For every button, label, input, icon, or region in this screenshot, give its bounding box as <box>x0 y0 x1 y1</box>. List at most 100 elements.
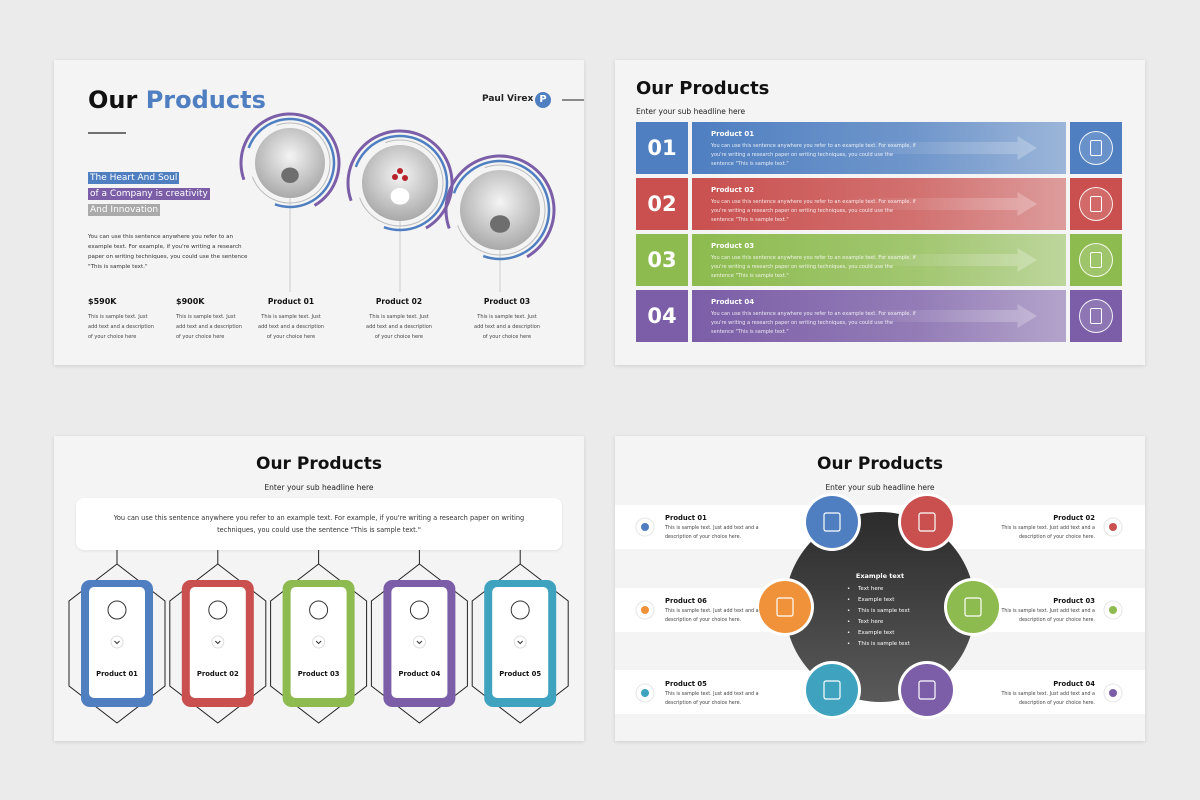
product-text: You can use this sentence anywhere you r… <box>711 143 916 167</box>
ring-arc <box>346 129 454 230</box>
icon <box>309 600 329 620</box>
dot <box>641 606 649 614</box>
product-name: Product 03 <box>297 670 340 678</box>
slide-title: Our Products <box>88 86 266 114</box>
product-name: Product 02 <box>196 670 239 678</box>
slide-graphics <box>88 99 584 292</box>
product-name: Product 03 <box>1053 597 1095 605</box>
author: Paul Virex <box>482 94 534 104</box>
product-text: This is sample text. Just add text and a… <box>665 526 759 540</box>
bullet: • <box>847 619 851 625</box>
icon-box <box>1070 178 1122 230</box>
hexagon-outline <box>68 563 166 724</box>
stat-value: $900K <box>176 297 205 306</box>
icon-glyph <box>1090 196 1102 212</box>
ring-arc <box>359 139 444 227</box>
center-item: Text here <box>858 586 884 592</box>
product-text: You can use this sentence anywhere you r… <box>711 255 916 279</box>
headline-line: of a Company is creativity <box>88 188 210 200</box>
chevron-button <box>513 635 527 649</box>
slide-title: Our Products <box>636 78 770 99</box>
slide-graphics <box>635 493 1123 719</box>
product-name: Product 05 <box>665 680 707 688</box>
product-band: Product 04 You can use this sentence anyw… <box>692 290 1066 342</box>
center-disc <box>785 512 975 702</box>
product-text: You can use this sentence anywhere you r… <box>711 311 916 335</box>
number-box: 02 <box>636 178 688 230</box>
product-name: Product 04 <box>1053 680 1095 688</box>
node <box>901 496 953 548</box>
product-name: Product 02 <box>375 297 423 306</box>
chevron-button <box>110 635 124 649</box>
slide-graphics <box>68 550 569 724</box>
node-icon <box>964 597 982 617</box>
slide: Our Products Enter your sub headline here… <box>54 436 584 741</box>
node <box>759 581 811 633</box>
product-text: This is sample text. Just add text and a… <box>1001 692 1095 706</box>
icon <box>107 600 127 620</box>
hexagon-outline <box>471 563 569 724</box>
node-icon <box>776 597 794 617</box>
icon <box>1079 131 1113 165</box>
chevron <box>114 640 120 645</box>
chevron <box>214 640 221 645</box>
product-text: This is sample text. Just add text and a… <box>665 609 759 623</box>
ring-arc <box>354 134 449 232</box>
hexagon-outline <box>370 563 468 724</box>
product-text: This is sample text. Just add text and a… <box>258 314 324 340</box>
slide: Our Products Enter your sub headline here… <box>615 436 1145 741</box>
body-text: You can use this sentence anywhere you r… <box>88 234 248 270</box>
stat-value: $590K <box>88 297 117 306</box>
product-text: This is sample text. Just add text and a… <box>366 314 432 340</box>
product-name: Product 06 <box>665 597 707 605</box>
ring-arc <box>239 112 341 207</box>
product-name: Product 05 <box>499 670 542 678</box>
product-band: Product 03 You can use this sentence anyw… <box>692 234 1066 286</box>
flower <box>392 174 398 180</box>
photo <box>362 145 438 221</box>
node <box>947 581 999 633</box>
product-band: Product 01 You can use this sentence anyw… <box>692 122 1066 174</box>
number-box: 04 <box>636 290 688 342</box>
subtitle: Enter your sub headline here <box>825 483 935 492</box>
number-box: 01 <box>636 122 688 174</box>
dot <box>1109 523 1117 531</box>
dot <box>641 689 649 697</box>
ring-arc <box>444 154 556 259</box>
hexagon-outline <box>169 563 267 724</box>
icon-glyph <box>1090 308 1102 324</box>
product-text: This is sample text. Just add text and a… <box>665 692 759 706</box>
product-name: Product 03 <box>483 297 531 306</box>
node-icon <box>823 680 841 700</box>
ring-arc <box>251 122 331 204</box>
node <box>806 664 858 716</box>
dot <box>1109 606 1117 614</box>
subtitle: Enter your sub headline here <box>636 107 746 116</box>
center-item: Example text <box>858 630 895 636</box>
logo: P <box>535 92 551 108</box>
product-name: Product 02 <box>1053 514 1095 522</box>
slide: Our Products Enter your sub headline here… <box>615 60 1145 365</box>
number-box: 03 <box>636 234 688 286</box>
center-item: This is sample text <box>858 608 910 614</box>
icon-glyph <box>1090 252 1102 268</box>
ring-arc <box>247 117 336 209</box>
photo <box>255 128 325 198</box>
product-name: Product 02 <box>711 186 755 194</box>
bullet: • <box>847 641 851 647</box>
intro-text: You can use this sentence anywhere you r… <box>113 514 525 534</box>
icon <box>510 600 530 620</box>
icon-box <box>1070 122 1122 174</box>
stat-text: This is sample text. Just add text and a… <box>88 314 154 340</box>
chevron-button <box>412 635 426 649</box>
node <box>806 496 858 548</box>
center-item: Example text <box>858 597 895 603</box>
product-name: Product 01 <box>267 297 315 306</box>
center-item: Text here <box>858 619 884 625</box>
ring-arc <box>452 159 551 261</box>
slide-title: Our Products <box>817 454 943 474</box>
product-text: This is sample text. Just add text and a… <box>474 314 540 340</box>
photo-object <box>390 187 410 205</box>
icon <box>409 600 429 620</box>
